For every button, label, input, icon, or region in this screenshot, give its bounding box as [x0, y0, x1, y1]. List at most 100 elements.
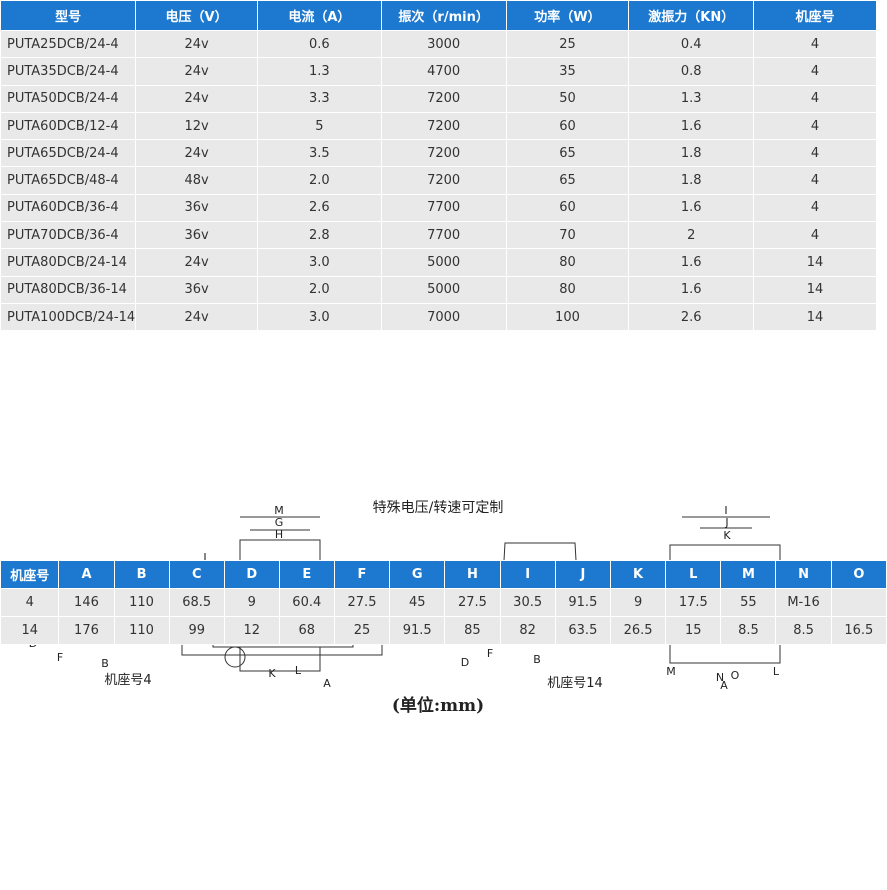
cell: 1.3: [256, 57, 382, 86]
unit-label: (单位:mm): [392, 695, 484, 716]
cell: [830, 588, 887, 617]
dimension-letter: L: [773, 665, 780, 678]
cell: 2.8: [256, 221, 382, 250]
cell: 2.6: [628, 302, 755, 332]
header-cell: J: [554, 560, 611, 589]
cell: 3000: [380, 29, 507, 59]
row: PUTA60DCB/12-4 12v 5 7200 60 1.6 4: [0, 111, 877, 141]
cell: 2.0: [256, 275, 382, 304]
cell: PUTA60DCB/36-4: [0, 193, 137, 223]
dimension-letter: I: [203, 551, 206, 564]
header-cell: 振次（r/min）: [380, 0, 507, 31]
header-cell: A: [58, 560, 115, 589]
cell: 17.5: [665, 588, 722, 617]
cell: 50: [505, 84, 630, 113]
header-cell: D: [223, 560, 280, 589]
header-cell: 电压（V）: [135, 0, 258, 31]
cell: PUTA35DCB/24-4: [0, 57, 137, 86]
cell: 70: [505, 221, 630, 250]
cell: 0.6: [256, 29, 382, 59]
row: PUTA25DCB/24-4 24v 0.6 3000 25 0.4 4: [0, 29, 877, 59]
cell: 100: [505, 302, 630, 332]
dimension-letter: I: [724, 504, 727, 517]
cell: 2.6: [256, 193, 382, 223]
header-cell: F: [333, 560, 391, 589]
cell: 24v: [135, 248, 258, 277]
cell: 14: [0, 616, 60, 645]
cell: 24v: [135, 302, 258, 332]
cell: 68.5: [168, 588, 225, 617]
cell: 8.5: [775, 616, 832, 645]
header-cell: L: [665, 560, 722, 589]
cell: 4: [753, 221, 877, 250]
header-cell: 型号: [0, 0, 137, 31]
cell: 35: [505, 57, 630, 86]
header-cell: N: [775, 560, 832, 589]
page: 型号 电压（V） 电流（A） 振次（r/min） 功率（W） 激振力（KN） 机座号 PUTA…: [0, 0, 887, 716]
cell: 1.6: [628, 275, 755, 304]
row: PUTA65DCB/24-4 24v 3.5 7200 65 1.8 4: [0, 139, 877, 168]
dimension-letter: K: [268, 667, 276, 680]
dimension-letter: M: [666, 665, 676, 678]
header-cell: C: [168, 560, 225, 589]
cell: 15: [665, 616, 722, 645]
cell: 4700: [380, 57, 507, 86]
cell: 60: [505, 111, 630, 141]
caption: 机座号4: [104, 673, 151, 688]
cell: 110: [113, 588, 170, 617]
cell: 7200: [380, 84, 507, 113]
cell: 14: [753, 275, 877, 304]
cell: 24v: [135, 29, 258, 59]
header-cell: 功率（W）: [505, 0, 630, 31]
cell: 0.4: [628, 29, 755, 59]
cell: PUTA100DCB/24-14: [0, 302, 137, 332]
dimension-letter: J: [724, 516, 728, 529]
cell: 9: [609, 588, 667, 617]
cell: 2: [628, 221, 755, 250]
dimension-letter: H: [275, 528, 283, 541]
row: PUTA35DCB/24-4 24v 1.3 4700 35 0.8 4: [0, 57, 877, 86]
header-cell: 机座号: [753, 0, 877, 31]
cell: 68: [278, 616, 335, 645]
cell: 4: [753, 84, 877, 113]
cell: 1.6: [628, 193, 755, 223]
cell: 0.8: [628, 57, 755, 86]
cell: 65: [505, 139, 630, 168]
cell: PUTA65DCB/48-4: [0, 166, 137, 195]
dimension-letter: G: [275, 516, 284, 529]
dimension-letter: M: [274, 504, 284, 517]
header-row: 机座号 A B C D E F G H I J K L M N O: [0, 560, 887, 589]
header-row: 型号 电压（V） 电流（A） 振次（r/min） 功率（W） 激振力（KN） 机座号: [0, 0, 877, 31]
cell: PUTA50DCB/24-4: [0, 84, 137, 113]
cell: 16.5: [830, 616, 887, 645]
cell: PUTA60DCB/12-4: [0, 111, 137, 141]
cell: 63.5: [554, 616, 611, 645]
cell: 4: [753, 57, 877, 86]
cell: 24v: [135, 139, 258, 168]
row: PUTA100DCB/24-14 24v 3.0 7000 100 2.6 14: [0, 302, 877, 332]
cell: 4: [753, 139, 877, 168]
header-cell: H: [444, 560, 501, 589]
cell: 91.5: [389, 616, 446, 645]
cell: PUTA80DCB/24-14: [0, 248, 137, 277]
cell: 99: [168, 616, 225, 645]
cell: 4: [753, 29, 877, 59]
cell: PUTA80DCB/36-14: [0, 275, 137, 304]
cell: 45: [389, 588, 446, 617]
cell: 4: [0, 588, 60, 617]
cell: 7700: [380, 193, 507, 223]
cell: 36v: [135, 193, 258, 223]
cell: 3.0: [256, 302, 382, 332]
row: PUTA50DCB/24-4 24v 3.3 7200 50 1.3 4: [0, 84, 877, 113]
cell: 1.8: [628, 166, 755, 195]
dimension-letter: A: [323, 677, 331, 690]
cell: 36v: [135, 275, 258, 304]
cell: PUTA70DCB/36-4: [0, 221, 137, 250]
cell: 8.5: [720, 616, 777, 645]
cell: 1.6: [628, 248, 755, 277]
cell: 30.5: [499, 588, 556, 617]
cell: 27.5: [333, 588, 391, 617]
cell: 25: [505, 29, 630, 59]
cell: 7200: [380, 139, 507, 168]
dimension-letter: O: [731, 669, 740, 682]
